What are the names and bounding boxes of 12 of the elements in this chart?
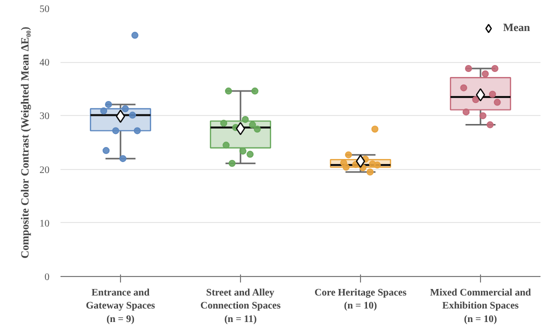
y-tick-label: 40 [40,58,50,69]
y-tick-label: 10 [40,218,50,230]
x-tick-label: Mixed Commercial and Exhibition Spaces (n = 10) [430,288,532,325]
y-tick-label: 0 [44,272,50,283]
x-tick-label: Entrance and Gateway Spaces (n = 9) [86,288,156,325]
y-tick-label: 20 [40,164,50,176]
legend-label: Mean [503,22,530,34]
y-axis-title: Composite Color Contrast (Weighted Mean ΔE₀₀) [20,26,32,258]
x-tick-label: Core Heritage Spaces (n = 10) [314,288,407,312]
y-tick-label: 50 [40,4,50,15]
x-tick-label: Street and Alley Connection Spaces (n = 11) [200,288,281,325]
y-tick-label: 30 [40,111,50,122]
